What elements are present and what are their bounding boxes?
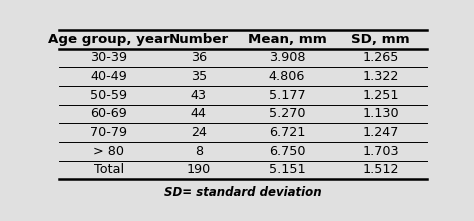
Text: SD= standard deviation: SD= standard deviation <box>164 186 322 199</box>
